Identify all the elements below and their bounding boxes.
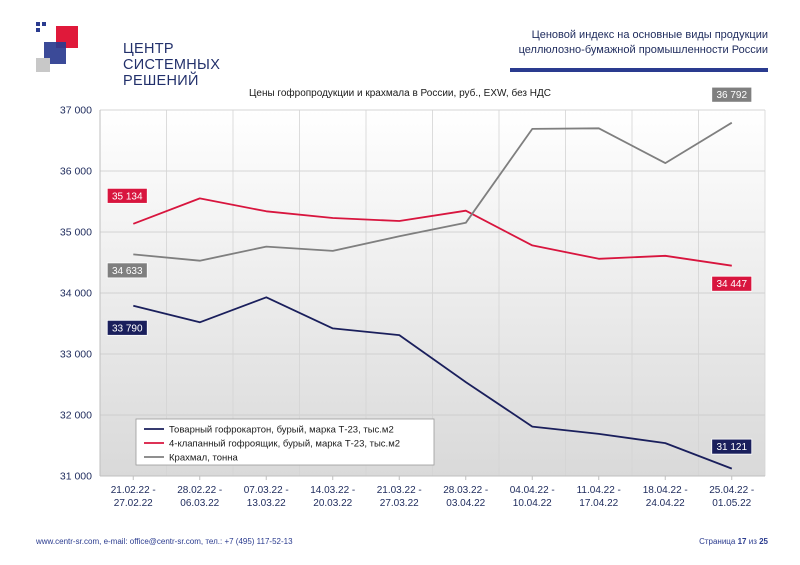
end-label-text: 31 121 <box>716 442 747 453</box>
y-tick-label: 36 000 <box>60 166 92 178</box>
x-axis: 21.02.22 -27.02.22 28.02.22 -06.03.22 07.0… <box>111 476 754 509</box>
legend-label: Товарный гофрокартон, бурый, марка Т-23,… <box>169 425 394 436</box>
series-line <box>132 197 732 267</box>
y-tick-label: 31 000 <box>60 471 92 483</box>
x-tick-label: 25.04.22 -01.05.22 <box>709 485 754 509</box>
x-tick-label: 21.02.22 -27.02.22 <box>111 485 156 509</box>
legend-label: Крахмал, тонна <box>169 453 239 464</box>
x-tick-label: 28.03.22 -03.04.22 <box>443 485 488 509</box>
y-tick-label: 35 000 <box>60 227 92 239</box>
header-line-1: Ценовой индекс на основные виды продукци… <box>531 29 768 41</box>
page-total: 25 <box>759 537 768 546</box>
end-label: 36 792 <box>711 86 753 103</box>
x-tick-label: 14.03.22 -20.03.22 <box>310 485 355 509</box>
page-current: 17 <box>737 537 747 546</box>
page-word: Страница <box>699 537 736 546</box>
start-label: 34 633 <box>106 262 148 279</box>
end-label-box <box>711 275 753 292</box>
report-header: Ценовой индекс на основные виды продукци… <box>519 28 768 58</box>
series-line <box>133 121 733 262</box>
company-logo: ЦЕНТР СИСТЕМНЫХ РЕШЕНИЙ <box>34 22 220 89</box>
footer-contacts: www.centr-sr.com, e-mail: office@centr-s… <box>36 537 293 546</box>
start-label-box <box>106 262 148 279</box>
y-tick-label: 37 000 <box>60 105 92 117</box>
end-label-box <box>711 86 753 103</box>
legend: Товарный гофрокартон, бурый, марка Т-23,… <box>135 418 435 466</box>
logo-line-3: РЕШЕНИЙ <box>123 73 199 89</box>
gridlines <box>99 109 766 477</box>
start-label-box <box>106 319 148 336</box>
y-tick-label: 33 000 <box>60 349 92 361</box>
end-label: 31 121 <box>711 438 753 455</box>
page-number: Страница 17 из 25 <box>699 537 768 546</box>
start-label: 33 790 <box>106 319 148 336</box>
logo-text: ЦЕНТР СИСТЕМНЫХ РЕШЕНИЙ <box>123 41 220 89</box>
y-axis: 31 000 32 000 33 000 34 000 35 000 36 000 37 0… <box>60 105 92 483</box>
x-tick-label: 04.04.22 -10.04.22 <box>510 485 555 509</box>
x-tick-label: 28.02.22 -06.03.22 <box>177 485 222 509</box>
end-label-text: 36 792 <box>716 90 747 101</box>
end-label-text: 34 447 <box>716 279 747 290</box>
y-tick-label: 32 000 <box>60 410 92 422</box>
start-label-text: 33 790 <box>112 323 143 334</box>
start-label-text: 34 633 <box>112 266 143 277</box>
x-tick-label: 21.03.22 -27.03.22 <box>377 485 422 509</box>
header-line-2: целлюлозно-бумажной промышленности Росси… <box>518 44 768 56</box>
legend-label: 4-клапанный гофроящик, бурый, марка Т-23… <box>169 439 400 450</box>
x-tick-label: 07.03.22 -13.03.22 <box>244 485 289 509</box>
legend-box <box>135 418 435 466</box>
page-of: из <box>748 537 757 546</box>
end-label-box <box>711 438 753 455</box>
header-divider <box>510 68 768 72</box>
end-label: 34 447 <box>711 275 753 292</box>
logo-mark <box>36 22 78 72</box>
start-label-box <box>106 187 148 204</box>
series-lines <box>132 121 733 470</box>
logo-line-2: СИСТЕМНЫХ <box>123 57 221 73</box>
series-line <box>133 296 733 470</box>
x-tick-label: 18.04.22 -24.04.22 <box>643 485 688 509</box>
chart-title: Цены гофропродукции и крахмала в России,… <box>248 88 552 99</box>
x-tick-label: 11.04.22 -17.04.22 <box>577 485 621 509</box>
data-labels: 33 790 31 121 35 134 34 447 34 633 36 792 <box>106 86 753 455</box>
logo-line-1: ЦЕНТР <box>123 41 174 57</box>
start-label-text: 35 134 <box>112 191 143 202</box>
start-label: 35 134 <box>106 187 148 204</box>
y-tick-label: 34 000 <box>60 288 92 300</box>
